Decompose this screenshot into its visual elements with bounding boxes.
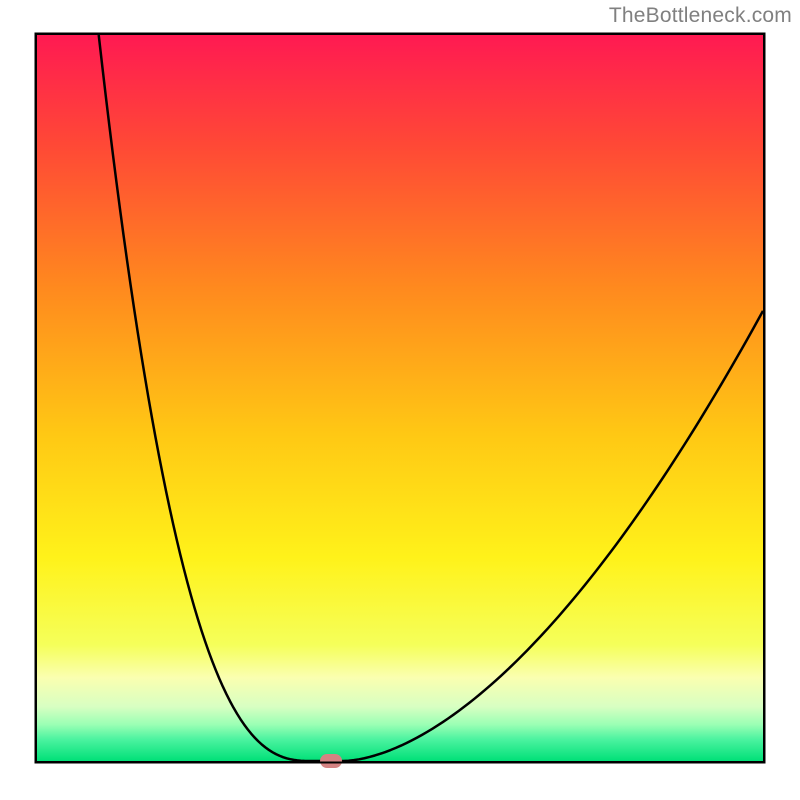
watermark-text: TheBottleneck.com	[609, 4, 792, 28]
bottleneck-chart-svg	[0, 0, 800, 800]
chart-stage: TheBottleneck.com	[0, 0, 800, 800]
optimal-point-marker[interactable]	[320, 754, 342, 768]
plot-gradient-background	[37, 35, 763, 761]
